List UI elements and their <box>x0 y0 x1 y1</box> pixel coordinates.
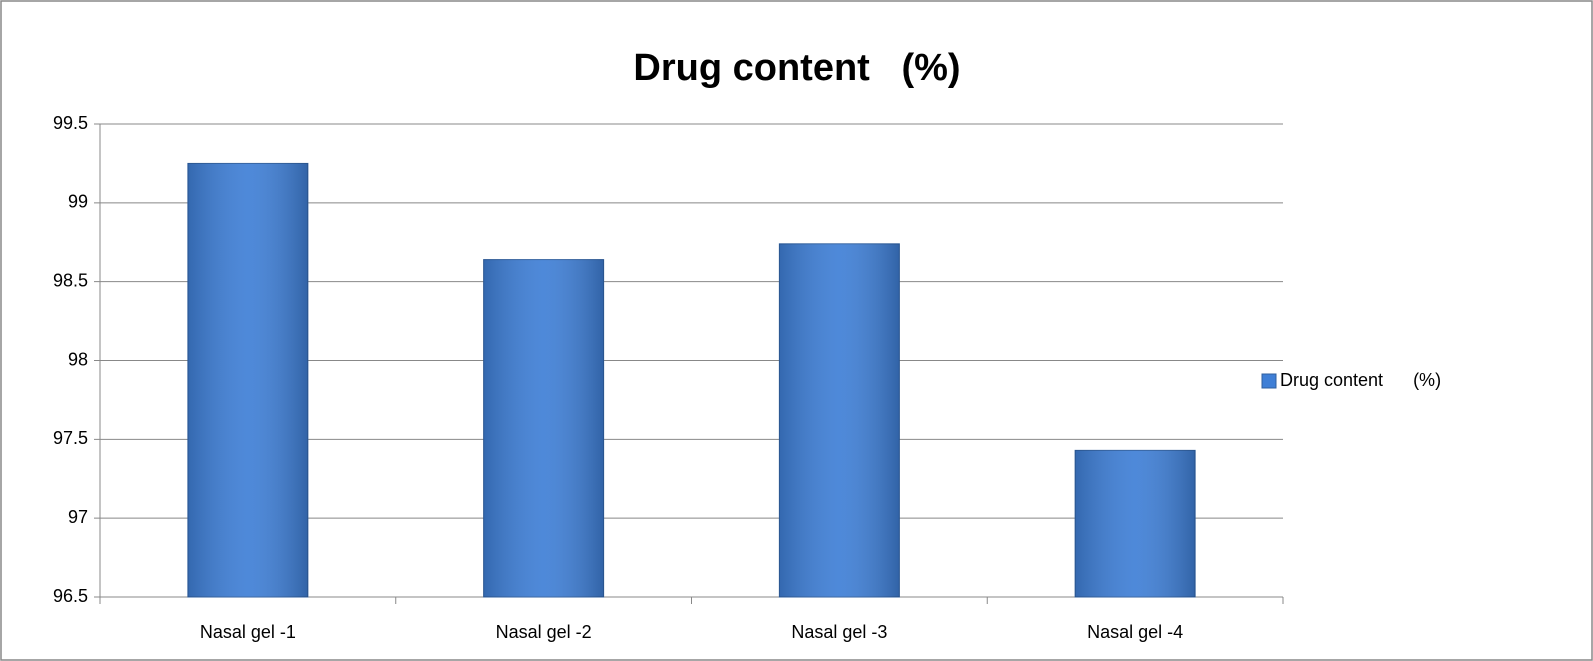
bar-shade <box>483 259 604 597</box>
y-tick-label: 97 <box>68 507 88 527</box>
bar-shade <box>1075 450 1196 597</box>
chart-title: Drug content (%) <box>633 47 960 89</box>
bar-shade <box>187 163 308 597</box>
x-tick-label: Nasal gel -1 <box>200 622 296 642</box>
y-tick-label: 96.5 <box>53 586 88 606</box>
y-tick-label: 98 <box>68 349 88 369</box>
x-tick-label: Nasal gel -2 <box>496 622 592 642</box>
legend-label: Drug content (%) <box>1280 370 1441 390</box>
y-tick-label: 98.5 <box>53 270 88 290</box>
y-tick-label: 99 <box>68 192 88 212</box>
y-tick-label: 97.5 <box>53 428 88 448</box>
x-tick-label: Nasal gel -4 <box>1087 622 1183 642</box>
y-tick-label: 99.5 <box>53 113 88 133</box>
x-tick-label: Nasal gel -3 <box>791 622 887 642</box>
bar-shade <box>779 243 900 597</box>
legend-swatch <box>1261 373 1277 389</box>
